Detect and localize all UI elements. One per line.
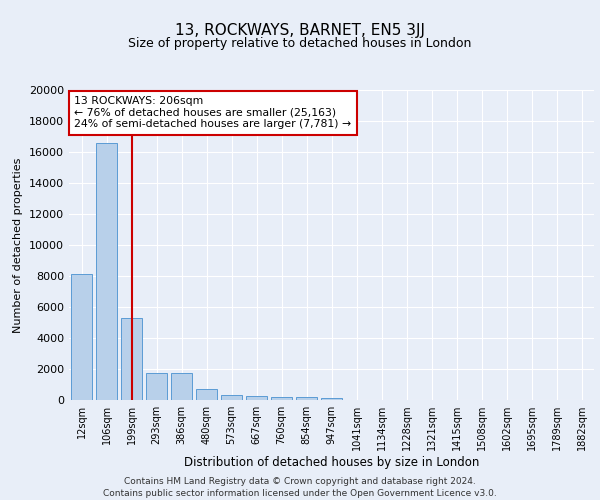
Text: Contains HM Land Registry data © Crown copyright and database right 2024.
Contai: Contains HM Land Registry data © Crown c… bbox=[103, 476, 497, 498]
X-axis label: Distribution of detached houses by size in London: Distribution of detached houses by size … bbox=[184, 456, 479, 469]
Text: 13 ROCKWAYS: 206sqm
← 76% of detached houses are smaller (25,163)
24% of semi-de: 13 ROCKWAYS: 206sqm ← 76% of detached ho… bbox=[74, 96, 352, 130]
Text: Size of property relative to detached houses in London: Size of property relative to detached ho… bbox=[128, 38, 472, 51]
Bar bbox=[71, 274, 92, 400]
Bar bbox=[271, 396, 292, 400]
Text: 13, ROCKWAYS, BARNET, EN5 3JJ: 13, ROCKWAYS, BARNET, EN5 3JJ bbox=[175, 22, 425, 38]
Bar bbox=[221, 395, 242, 400]
Bar bbox=[171, 373, 192, 400]
Bar bbox=[296, 397, 317, 400]
Bar bbox=[96, 142, 117, 400]
Bar bbox=[146, 373, 167, 400]
Bar bbox=[196, 389, 217, 400]
Y-axis label: Number of detached properties: Number of detached properties bbox=[13, 158, 23, 332]
Bar bbox=[246, 396, 267, 400]
Bar bbox=[321, 398, 342, 400]
Bar bbox=[121, 318, 142, 400]
